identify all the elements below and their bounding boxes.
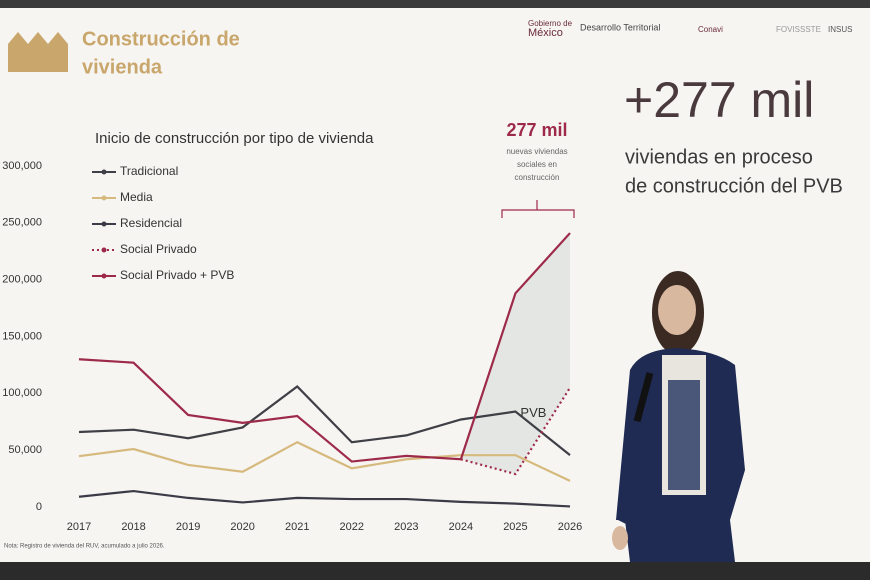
- series-line: [78, 489, 571, 508]
- x-tick-label: 2025: [503, 521, 527, 533]
- x-tick-label: 2020: [230, 521, 254, 533]
- series-line: [78, 440, 571, 482]
- y-tick-label: 300,000: [2, 160, 42, 172]
- logo: Gobierno de: [528, 19, 573, 28]
- header-title: Construcción de: [82, 28, 240, 50]
- side-headline: +277 mil: [624, 72, 814, 128]
- logos: Gobierno de México Desarrollo Territoria…: [528, 19, 852, 39]
- series-line: [460, 387, 571, 476]
- y-tick-label: 250,000: [2, 217, 42, 229]
- area-label: PVB: [520, 405, 546, 420]
- legend-marker: [101, 221, 107, 227]
- legend-marker: [101, 195, 107, 201]
- x-tick-label: 2022: [340, 521, 364, 533]
- chart-title: Inicio de construcción por tipo de vivie…: [95, 130, 374, 147]
- x-tick-label: 2018: [121, 521, 145, 533]
- y-tick-label: 200,000: [2, 274, 42, 286]
- y-tick-label: 100,000: [2, 387, 42, 399]
- bottom-frame: [0, 562, 870, 580]
- series-line: [78, 385, 571, 457]
- x-tick-label: 2021: [285, 521, 309, 533]
- y-tick-label: 0: [36, 501, 42, 513]
- annotation-note: construcción: [515, 173, 560, 182]
- logo: INSUS: [828, 25, 852, 34]
- x-tick-label: 2023: [394, 521, 418, 533]
- x-tick-label: 2019: [176, 521, 200, 533]
- annotation-note: sociales en: [517, 160, 557, 169]
- annotation-note: nuevas viviendas: [506, 147, 567, 156]
- legend-label: Media: [120, 190, 153, 204]
- y-tick-label: 50,000: [8, 444, 42, 456]
- logo: FOVISSSTE: [776, 25, 821, 34]
- bracket: [501, 200, 575, 218]
- x-tick-label: 2024: [449, 521, 473, 533]
- legend-label: Social Privado: [120, 242, 197, 256]
- annotation: 277 mil: [506, 120, 567, 140]
- legend-marker: [101, 169, 107, 175]
- logo: Desarrollo Territorial: [580, 22, 660, 32]
- y-tick-label: 150,000: [2, 330, 42, 342]
- side-text: viviendas en proceso: [625, 146, 813, 168]
- logo: Conavi: [698, 25, 723, 34]
- presenter: [612, 271, 745, 562]
- header-title: vivienda: [82, 56, 163, 78]
- top-frame: [0, 0, 870, 8]
- side-text: de construcción del PVB: [625, 175, 843, 197]
- pvb-area: [460, 233, 570, 475]
- logo: México: [528, 27, 563, 39]
- legend-marker: [101, 273, 107, 279]
- note: Nota: Registro de vivienda del RUV, acum…: [4, 544, 165, 550]
- legend-label: Tradicional: [120, 164, 178, 178]
- series-line: [78, 232, 571, 463]
- legend-label: Residencial: [120, 216, 182, 230]
- houses-icon: [8, 32, 68, 72]
- x-tick-label: 2026: [558, 521, 582, 533]
- legend-label: Social Privado + PVB: [120, 268, 234, 282]
- legend-marker: [101, 247, 107, 253]
- x-tick-label: 2017: [67, 521, 91, 533]
